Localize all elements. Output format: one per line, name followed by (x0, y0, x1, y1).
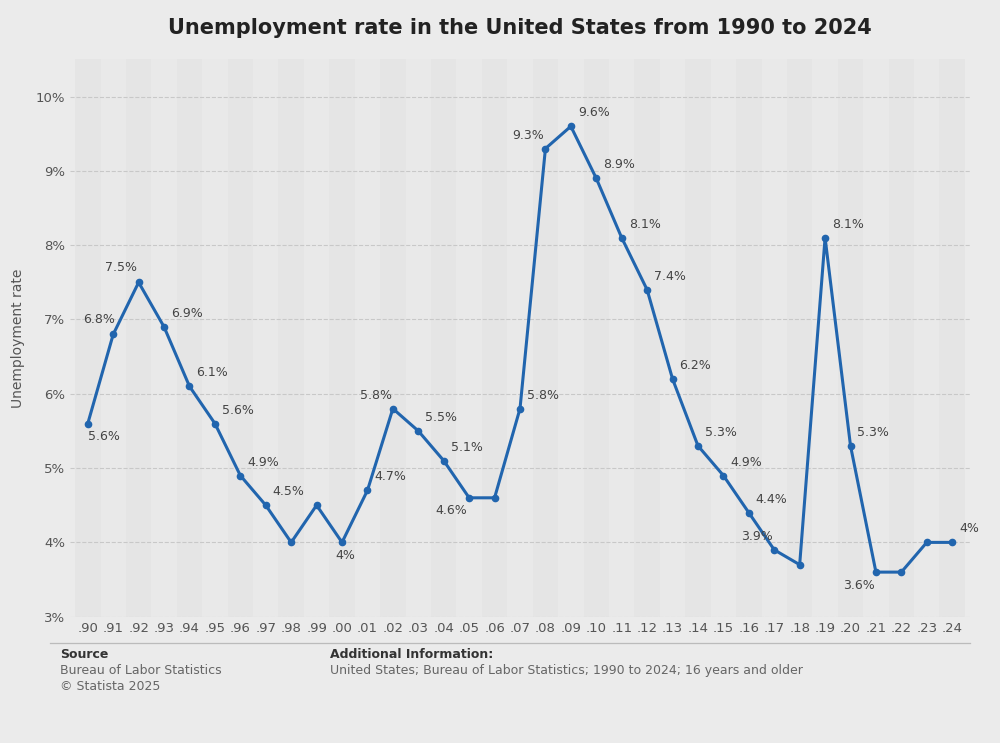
Bar (609, 59, 634, 617)
Text: 7.4%: 7.4% (654, 270, 686, 283)
Text: 6.1%: 6.1% (196, 366, 228, 380)
Bar (101, 59, 126, 617)
Bar (380, 59, 406, 617)
Text: 8.9%: 8.9% (603, 158, 635, 172)
Bar (863, 59, 889, 617)
Bar (202, 59, 228, 617)
Text: 4%: 4% (959, 522, 979, 536)
Text: 4.9%: 4.9% (730, 455, 762, 469)
Text: 5.8%: 5.8% (360, 389, 392, 402)
Bar (685, 59, 711, 617)
Bar (126, 59, 151, 617)
Title: Unemployment rate in the United States from 1990 to 2024: Unemployment rate in the United States f… (168, 19, 872, 39)
Bar (584, 59, 609, 617)
Bar (329, 59, 355, 617)
Bar (787, 59, 812, 617)
Bar (736, 59, 762, 617)
Text: 8.1%: 8.1% (832, 218, 864, 231)
Text: Additional Information:: Additional Information: (330, 648, 493, 661)
Text: 3.6%: 3.6% (843, 579, 874, 591)
Text: 5.3%: 5.3% (857, 426, 889, 439)
Text: 3.9%: 3.9% (741, 530, 773, 543)
Y-axis label: Unemployment rate: Unemployment rate (11, 268, 25, 408)
Text: 6.8%: 6.8% (83, 313, 115, 326)
Bar (914, 59, 939, 617)
Text: 9.3%: 9.3% (512, 129, 544, 142)
Text: 4%: 4% (335, 549, 355, 562)
Bar (507, 59, 533, 617)
Bar (253, 59, 278, 617)
Bar (889, 59, 914, 617)
Bar (151, 59, 177, 617)
Text: Bureau of Labor Statistics: Bureau of Labor Statistics (60, 664, 222, 677)
Text: 4.6%: 4.6% (436, 504, 468, 517)
Text: 5.3%: 5.3% (705, 426, 737, 439)
Text: 4.7%: 4.7% (374, 470, 406, 484)
Bar (634, 59, 660, 617)
Text: 8.1%: 8.1% (629, 218, 661, 231)
Bar (431, 59, 456, 617)
Bar (812, 59, 838, 617)
Bar (939, 59, 965, 617)
Bar (762, 59, 787, 617)
Text: 4.4%: 4.4% (756, 493, 788, 506)
Text: United States; Bureau of Labor Statistics; 1990 to 2024; 16 years and older: United States; Bureau of Labor Statistic… (330, 664, 803, 677)
Text: © Statista 2025: © Statista 2025 (60, 680, 160, 692)
Text: 6.9%: 6.9% (171, 307, 203, 320)
Bar (838, 59, 863, 617)
Bar (75, 59, 101, 617)
Bar (177, 59, 202, 617)
Bar (456, 59, 482, 617)
Bar (304, 59, 329, 617)
Bar (228, 59, 253, 617)
Bar (558, 59, 584, 617)
Bar (482, 59, 507, 617)
Text: 9.6%: 9.6% (578, 106, 610, 120)
Text: 4.9%: 4.9% (247, 455, 279, 469)
Text: 4.5%: 4.5% (273, 485, 305, 499)
Text: Source: Source (60, 648, 108, 661)
Bar (278, 59, 304, 617)
Text: 5.6%: 5.6% (88, 430, 120, 443)
Text: 5.1%: 5.1% (451, 441, 483, 454)
Text: 5.6%: 5.6% (222, 403, 254, 417)
Text: 7.5%: 7.5% (105, 261, 137, 274)
Bar (355, 59, 380, 617)
Bar (711, 59, 736, 617)
Bar (660, 59, 685, 617)
Bar (406, 59, 431, 617)
Text: 6.2%: 6.2% (679, 359, 711, 372)
Bar (533, 59, 558, 617)
Text: 5.5%: 5.5% (425, 411, 457, 424)
Text: 5.8%: 5.8% (527, 389, 559, 402)
